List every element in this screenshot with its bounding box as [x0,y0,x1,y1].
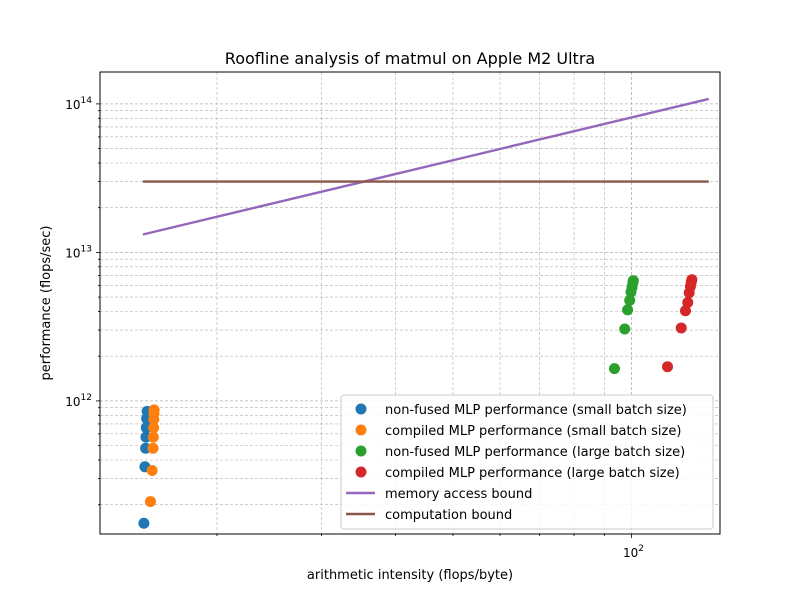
scatter-point [148,404,160,416]
x-tick-label: 102 [623,544,644,560]
scatter-point [619,323,631,335]
legend-label: computation bound [385,508,512,523]
x-axis-label: arithmetic intensity (flops/byte) [307,568,513,583]
series-line [142,97,710,236]
legend-label: non-fused MLP performance (small batch s… [385,403,687,418]
scatter-point [622,304,634,316]
y-tick-label: 1014 [65,96,92,112]
legend-label: compiled MLP performance (large batch si… [385,466,680,481]
scatter-point [144,496,156,508]
scatter-point [682,296,694,308]
legend-marker [355,445,367,457]
chart-title: Roofline analysis of matmul on Apple M2 … [225,49,595,68]
series-layer [138,97,710,529]
scatter-point [148,422,160,434]
legend-marker [355,424,367,436]
scatter-point [627,275,639,287]
legend-marker [355,466,367,478]
y-tick-label: 1013 [65,244,92,260]
y-axis-label: performance (flops/sec) [39,226,54,381]
scatter-point [675,322,687,334]
scatter-point [147,442,159,454]
scatter-point [138,517,150,529]
legend-label: compiled MLP performance (small batch si… [385,424,681,439]
scatter-point [624,294,636,306]
legend: non-fused MLP performance (small batch s… [340,394,714,530]
legend-box [340,394,714,530]
y-tick-label: 1012 [65,393,92,409]
legend-marker [355,403,367,415]
legend-label: memory access bound [385,487,532,502]
scatter-point [608,363,620,375]
scatter-point [146,464,158,476]
scatter-point [662,361,674,373]
plot-frame [99,71,721,535]
scatter-point [147,431,159,443]
legend-label: non-fused MLP performance (large batch s… [385,445,685,460]
axis-ticks: 102 1012 1013 1014 [65,96,644,560]
scatter-point [686,274,698,286]
